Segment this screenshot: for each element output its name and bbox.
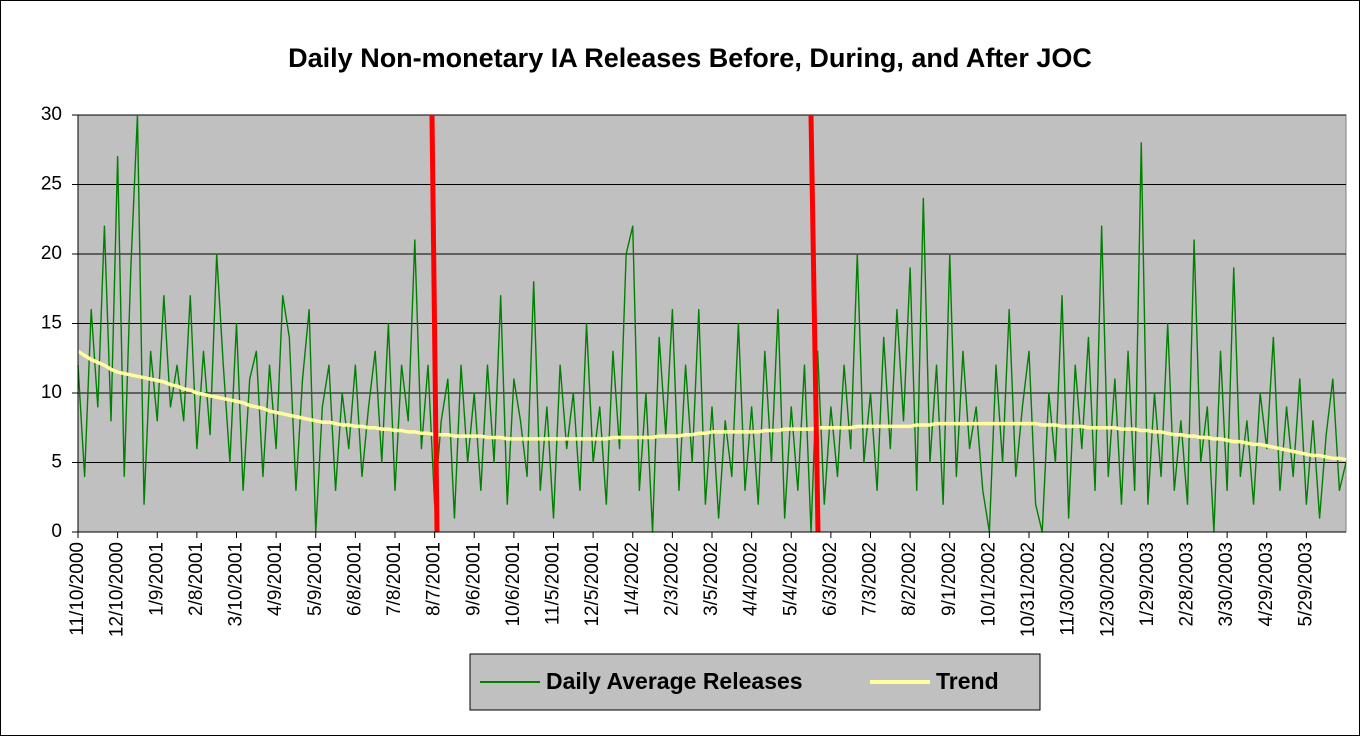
- legend-box: [469, 653, 1041, 711]
- x-tick-label: 11/30/2002: [1058, 542, 1079, 636]
- x-tick-label: 1/4/2002: [622, 542, 643, 616]
- x-tick-label: 11/10/2000: [67, 542, 88, 636]
- grid: [78, 114, 1346, 533]
- x-tick-label: 12/5/2001: [582, 542, 603, 627]
- x-tick-label: 2/3/2002: [661, 542, 682, 616]
- x-tick-label: 4/9/2001: [265, 542, 286, 616]
- x-tick-label: 5/4/2002: [780, 542, 801, 616]
- y-tick-label: 25: [41, 174, 62, 195]
- legend: Daily Average Releases Trend: [469, 653, 1041, 711]
- axis-labels: 0 5 10 15 20 25 30 11/10/2000 12/10/2000 1/9/2001…: [41, 104, 1317, 637]
- x-tick-label: 11/5/2001: [543, 542, 564, 625]
- x-tick-label: 2/28/2003: [1177, 542, 1198, 627]
- data: [77, 114, 1347, 533]
- x-tick-label: 12/30/2002: [1097, 542, 1118, 637]
- y-tick-label: 5: [51, 452, 62, 473]
- joc-start-marker: [429, 114, 440, 533]
- x-tick-label: 6/3/2002: [820, 542, 841, 616]
- x-tick-label: 7/3/2002: [860, 542, 881, 616]
- y-tick-label: 15: [41, 313, 62, 334]
- chart-title: Daily Non-monetary IA Releases Before, D…: [288, 43, 1092, 73]
- x-tick-label: 8/2/2002: [899, 542, 920, 616]
- x-tick-label: 3/30/2003: [1216, 542, 1237, 627]
- joc-end-marker: [808, 114, 821, 533]
- y-tick-label: 10: [41, 382, 62, 403]
- legend-label: Trend: [936, 668, 999, 694]
- x-tick-label: 7/8/2001: [384, 542, 405, 616]
- x-tick-label: 4/4/2002: [741, 542, 762, 616]
- y-tick-label: 0: [51, 521, 62, 542]
- x-tick-label: 3/10/2001: [226, 542, 247, 627]
- x-tick-label: 5/29/2003: [1295, 542, 1316, 627]
- x-tick-label: 12/10/2000: [107, 542, 128, 637]
- x-tick-label: 4/29/2003: [1256, 542, 1277, 627]
- series-line: [77, 349, 1347, 462]
- x-tick-label: 2/8/2001: [186, 542, 207, 616]
- x-tick-label: 9/6/2001: [463, 542, 484, 616]
- x-tick-label: 9/1/2002: [939, 542, 960, 616]
- x-tick-label: 10/6/2001: [503, 542, 524, 627]
- x-tick-label: 1/9/2001: [146, 542, 167, 616]
- x-tick-label: 8/7/2001: [424, 542, 445, 616]
- y-tick-label: 20: [41, 243, 62, 264]
- y-tick-label: 30: [41, 104, 62, 125]
- x-tick-label: 3/5/2002: [701, 542, 722, 616]
- x-tick-label: 10/31/2002: [1018, 542, 1039, 637]
- series-line: [77, 114, 1347, 533]
- legend-label: Daily Average Releases: [546, 668, 803, 694]
- x-tick-label: 1/29/2003: [1137, 542, 1158, 627]
- x-tick-label: 5/9/2001: [305, 542, 326, 616]
- x-tick-label: 6/8/2001: [344, 542, 365, 616]
- x-tick-label: 10/1/2002: [978, 542, 999, 627]
